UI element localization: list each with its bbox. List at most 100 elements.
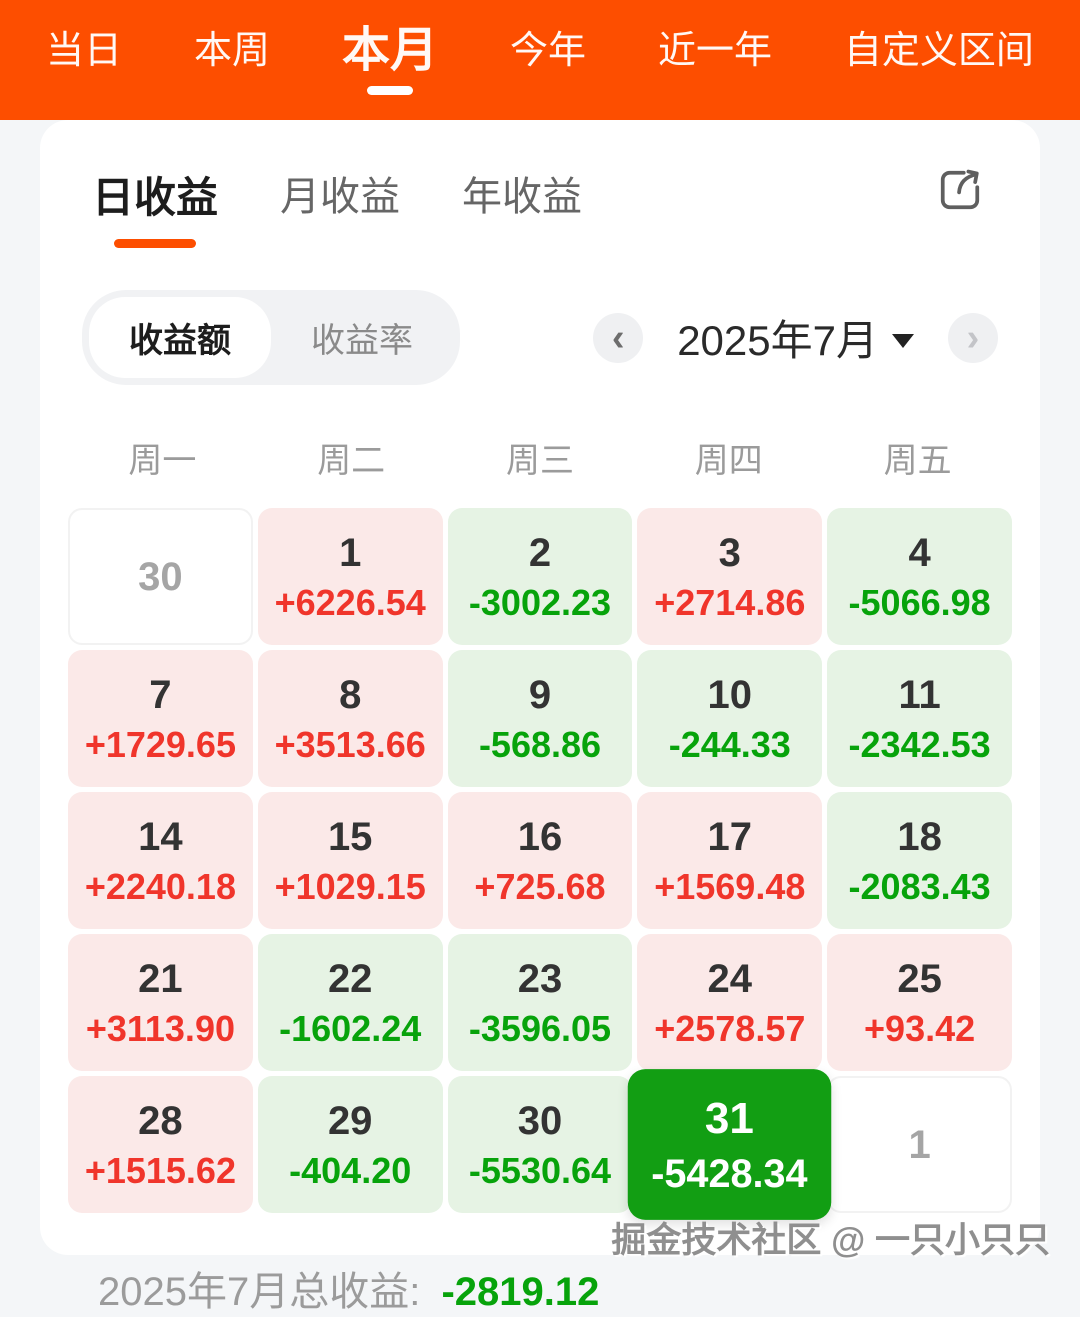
calendar-day-cell[interactable]: 9 -568.86 <box>447 650 633 787</box>
day-pnl-value: +2714.86 <box>654 581 806 623</box>
calendar-day-cell[interactable]: 10 -244.33 <box>637 650 823 787</box>
calendar-day-cell[interactable]: 23 -3596.05 <box>447 934 633 1071</box>
tab-underline <box>692 80 738 89</box>
card-tab-日收益[interactable]: 日收益 <box>92 164 218 248</box>
next-month-button[interactable]: › <box>948 312 998 363</box>
amount-rate-toggle: 收益额 收益率 <box>82 290 460 385</box>
top-tab-label: 本周 <box>193 29 270 72</box>
top-tab-自定义区间[interactable]: 自定义区间 <box>843 29 1034 90</box>
day-pnl-value: +6226.54 <box>274 581 426 623</box>
day-pnl-value: -244.33 <box>668 723 791 765</box>
calendar-day-cell[interactable]: 22 -1602.24 <box>257 934 443 1071</box>
tab-underline <box>114 239 196 248</box>
calendar-grid: 30 1 +6226.54 2 -3002.23 3 +2714.86 4 -5066.98 7 +… <box>68 508 1012 1220</box>
day-number: 14 <box>138 814 183 859</box>
tab-underline <box>481 236 563 245</box>
prev-month-button[interactable]: ‹ <box>593 312 644 363</box>
calendar-day-cell[interactable]: 7 +1729.65 <box>68 650 253 787</box>
day-pnl-value: +1029.15 <box>274 865 426 907</box>
monthly-total-value: -2819.12 <box>441 1270 600 1314</box>
day-number: 3 <box>718 530 741 575</box>
day-pnl-value: -3596.05 <box>468 1007 612 1049</box>
monthly-total-label: 2025年7月总收益: <box>98 1270 421 1314</box>
earnings-type-tabs: 日收益 月收益 年收益 <box>68 164 1012 248</box>
day-pnl-value: +3113.90 <box>85 1007 235 1049</box>
weekday-label: 周四 <box>694 442 763 480</box>
calendar-day-cell[interactable]: 25 +93.42 <box>827 934 1012 1071</box>
calendar-day-cell[interactable]: 1 +6226.54 <box>257 508 443 645</box>
day-pnl-value: -2083.43 <box>848 865 991 907</box>
period-tab-bar: 当日 本周 本月 今年 近一年 自定义区间 <box>0 0 1080 120</box>
weekday-label: 周五 <box>883 442 952 480</box>
calendar-day-cell[interactable]: 30 <box>68 508 253 645</box>
calendar-day-cell[interactable]: 14 +2240.18 <box>68 792 253 929</box>
day-pnl-value: +725.68 <box>474 865 606 907</box>
calendar-day-cell[interactable]: 24 +2578.57 <box>637 934 823 1071</box>
month-picker[interactable]: 2025年7月 <box>677 307 914 368</box>
calendar-day-cell[interactable]: 8 +3513.66 <box>257 650 443 787</box>
calendar-day-cell[interactable]: 11 -2342.53 <box>827 650 1012 787</box>
tab-underline <box>61 80 107 89</box>
day-pnl-value: +1515.62 <box>84 1149 236 1191</box>
day-pnl-value: +93.42 <box>864 1007 976 1049</box>
top-tab-本周[interactable]: 本周 <box>193 29 270 90</box>
day-number: 1 <box>339 530 362 575</box>
calendar-day-cell[interactable]: 30 -5530.64 <box>447 1076 633 1213</box>
calendar-controls: 收益额 收益率 ‹ 2025年7月 › <box>68 290 1012 385</box>
top-tab-label: 自定义区间 <box>843 29 1034 72</box>
top-tab-近一年[interactable]: 近一年 <box>658 30 772 90</box>
calendar-day-cell[interactable]: 2 -3002.23 <box>447 508 633 645</box>
calendar-day-cell[interactable]: 31 -5428.34 <box>628 1069 832 1220</box>
share-button[interactable] <box>932 162 988 218</box>
calendar-day-cell[interactable]: 4 -5066.98 <box>827 508 1012 645</box>
day-number: 18 <box>897 814 942 859</box>
day-pnl-value: +2240.18 <box>84 865 236 907</box>
day-pnl-value: -3002.23 <box>468 581 612 623</box>
card-tab-月收益[interactable]: 月收益 <box>280 164 400 245</box>
day-number: 7 <box>149 672 172 717</box>
weekday-label: 周三 <box>505 442 574 480</box>
day-number: 17 <box>707 814 753 859</box>
day-number: 1 <box>908 1122 931 1167</box>
day-number: 29 <box>327 1098 373 1143</box>
calendar-day-cell[interactable]: 3 +2714.86 <box>637 508 823 645</box>
day-pnl-value: +3513.66 <box>274 723 426 765</box>
calendar-day-cell[interactable]: 18 -2083.43 <box>827 792 1012 929</box>
day-pnl-value: +1729.65 <box>84 723 236 765</box>
day-pnl-value: -5066.98 <box>848 581 991 623</box>
tab-underline <box>525 80 571 89</box>
calendar-day-cell[interactable]: 17 +1569.48 <box>637 792 823 929</box>
top-tab-label: 今年 <box>509 29 586 72</box>
calendar-day-cell[interactable]: 15 +1029.15 <box>257 792 443 929</box>
calendar-day-cell[interactable]: 16 +725.68 <box>447 792 633 929</box>
day-pnl-value: -2342.53 <box>848 723 991 765</box>
day-number: 9 <box>528 672 552 717</box>
weekday-label: 周二 <box>317 442 386 480</box>
day-number: 22 <box>327 956 373 1001</box>
share-export-icon <box>940 169 980 210</box>
day-pnl-value: -5428.34 <box>651 1150 808 1196</box>
chevron-down-icon <box>892 333 914 348</box>
top-tab-当日[interactable]: 当日 <box>46 30 122 90</box>
toggle-option-收益率[interactable]: 收益率 <box>311 322 413 360</box>
top-tab-label: 本月 <box>341 24 438 78</box>
day-number: 2 <box>528 530 552 575</box>
card-tab-年收益[interactable]: 年收益 <box>462 164 582 245</box>
toggle-option-收益额[interactable]: 收益额 <box>89 297 271 378</box>
day-pnl-value: -568.86 <box>478 723 602 765</box>
month-navigator: ‹ 2025年7月 › <box>593 307 998 368</box>
day-pnl-value: -404.20 <box>289 1149 412 1191</box>
day-number: 30 <box>138 554 183 599</box>
calendar-day-cell[interactable]: 21 +3113.90 <box>68 934 253 1071</box>
calendar-day-cell[interactable]: 28 +1515.62 <box>68 1076 253 1213</box>
card-tab-label: 年收益 <box>462 175 583 219</box>
monthly-total: 2025年7月总收益: -2819.12 <box>98 1259 1012 1317</box>
day-pnl-value: +1569.48 <box>654 865 806 907</box>
calendar-day-cell[interactable]: 29 -404.20 <box>257 1076 443 1213</box>
top-tab-本月[interactable]: 本月 <box>341 24 438 95</box>
top-tab-今年[interactable]: 今年 <box>509 29 586 90</box>
day-number: 11 <box>898 672 941 717</box>
watermark: 掘金技术社区 @ 一只小只只 <box>611 1221 1050 1260</box>
tab-underline <box>209 80 255 89</box>
calendar-day-cell[interactable]: 1 <box>827 1076 1012 1213</box>
